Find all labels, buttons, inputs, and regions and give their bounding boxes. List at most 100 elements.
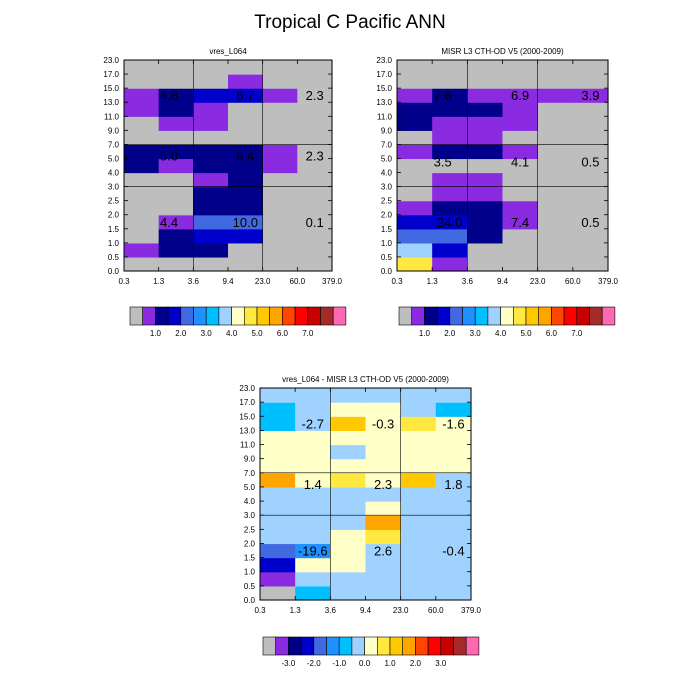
heatmap-cell xyxy=(330,585,367,601)
heatmap-cell xyxy=(228,256,264,272)
heatmap-cell xyxy=(365,585,402,601)
heatmap-cell xyxy=(435,402,472,417)
colorbar-swatch xyxy=(389,636,403,656)
chart-title: MISR L3 CTH-OD V5 (2000-2009) xyxy=(441,47,564,56)
heatmap-cell xyxy=(193,172,229,188)
colorbar-swatch xyxy=(376,636,391,656)
heatmap-cell xyxy=(295,458,331,474)
heatmap-cell xyxy=(365,458,402,474)
heatmap-cell xyxy=(260,388,296,403)
y-tick-label: 0.0 xyxy=(244,596,256,605)
heatmap-cell xyxy=(262,116,298,131)
y-tick-label: 9.0 xyxy=(381,126,393,135)
x-tick-label: 3.6 xyxy=(325,606,337,615)
heatmap-cell xyxy=(228,102,264,117)
heatmap-cell xyxy=(330,571,367,587)
heatmap-cell xyxy=(467,60,504,75)
colorbar-swatch xyxy=(326,636,340,656)
heatmap-cell xyxy=(502,102,539,117)
heatmap-cell xyxy=(228,116,264,131)
colorbar-swatch xyxy=(500,306,514,326)
heatmap-cell xyxy=(330,543,367,559)
heatmap-cell xyxy=(502,60,539,75)
heatmap-cell xyxy=(260,444,296,460)
heatmap-cell xyxy=(365,430,402,446)
heatmap-cell xyxy=(124,60,160,75)
heatmap-cell xyxy=(572,74,609,89)
colorbar-label: 0.0 xyxy=(359,659,371,668)
x-tick-label: 1.3 xyxy=(290,606,302,615)
y-tick-label: 23.0 xyxy=(103,56,119,65)
heatmap-cell xyxy=(572,158,609,174)
heatmap-cell xyxy=(435,557,472,573)
cell-annotation: 3.5 xyxy=(434,154,452,169)
heatmap-cell xyxy=(435,388,472,403)
heatmap-cell xyxy=(158,116,194,131)
y-tick-label: 17.0 xyxy=(239,398,255,407)
colorbar-swatch xyxy=(411,306,425,326)
colorbar-swatch xyxy=(275,636,289,656)
y-tick-label: 1.5 xyxy=(108,225,120,234)
cell-annotation: 4.4 xyxy=(160,215,178,230)
heatmap-cell xyxy=(400,458,437,474)
y-tick-label: 17.0 xyxy=(103,70,119,79)
heatmap-cell xyxy=(467,102,504,117)
heatmap-cell xyxy=(397,256,433,272)
chart-title: vres_L064 xyxy=(209,47,247,56)
colorbar-swatch xyxy=(313,636,327,656)
heatmap-cell xyxy=(193,186,229,202)
y-tick-label: 5.0 xyxy=(244,483,256,492)
heatmap-cell xyxy=(295,486,331,502)
heatmap-cell xyxy=(193,130,229,145)
heatmap-cell xyxy=(502,242,539,258)
heatmap-cell xyxy=(435,543,472,559)
cell-annotation: 10.0 xyxy=(233,215,258,230)
y-tick-label: 1.0 xyxy=(108,239,120,248)
heatmap-cell xyxy=(467,200,504,216)
heatmap-cell xyxy=(435,585,472,601)
heatmap-cell xyxy=(572,102,609,117)
y-tick-label: 1.0 xyxy=(244,568,256,577)
heatmap-cell xyxy=(297,228,333,244)
heatmap-cell xyxy=(502,256,539,272)
heatmap-cell xyxy=(467,116,504,131)
colorbar-swatch xyxy=(398,306,412,326)
heatmap-cell xyxy=(228,242,264,258)
heatmap-cell xyxy=(260,529,296,545)
x-tick-label: 0.3 xyxy=(254,606,266,615)
heatmap-cell xyxy=(365,486,402,502)
heatmap-cell xyxy=(400,416,437,431)
heatmap-cell xyxy=(502,214,539,230)
heatmap-cell xyxy=(502,228,539,244)
y-tick-label: 4.0 xyxy=(244,497,256,506)
heatmap-cell xyxy=(572,130,609,145)
colorbar-label: 7.0 xyxy=(302,329,314,338)
heatmap-cell xyxy=(297,172,333,188)
heatmap-cell xyxy=(158,186,194,202)
heatmap-cell xyxy=(435,444,472,460)
cell-annotation: 7.6 xyxy=(434,88,452,103)
colorbar-swatch xyxy=(244,306,258,326)
x-tick-label: 1.3 xyxy=(427,277,439,286)
cell-annotation: 4.8 xyxy=(160,88,178,103)
heatmap-cell xyxy=(297,214,333,230)
heatmap-cell xyxy=(295,501,331,516)
y-tick-label: 7.0 xyxy=(381,140,393,149)
heatmap-cell xyxy=(537,88,574,103)
heatmap-cell xyxy=(193,200,229,216)
heatmap-cell xyxy=(330,416,367,431)
heatmap-cell xyxy=(397,74,433,89)
heatmap-cell xyxy=(260,430,296,446)
heatmap-cell xyxy=(124,228,160,244)
x-tick-label: 1.3 xyxy=(153,277,165,286)
colorbar-swatch xyxy=(601,306,616,326)
y-tick-label: 7.0 xyxy=(244,469,256,478)
heatmap-cell xyxy=(572,172,609,188)
heatmap-cell xyxy=(502,130,539,145)
colorbar-swatch xyxy=(512,306,527,326)
heatmap-cell xyxy=(228,130,264,145)
heatmap-cell xyxy=(467,144,504,160)
colorbar-swatch xyxy=(262,636,276,656)
colorbar-swatch xyxy=(218,306,232,326)
chart-panel-1: vres_L064 0.3 1.3 3.6 9.4 23.0 60.0 379.0 0.0 0.5… xyxy=(103,47,347,338)
